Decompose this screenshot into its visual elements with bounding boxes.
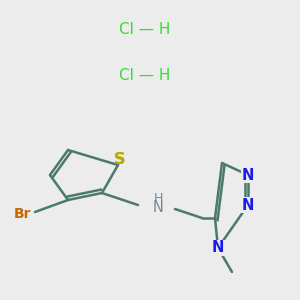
Text: N: N — [153, 200, 164, 214]
Text: N: N — [212, 241, 224, 256]
Text: Br: Br — [14, 207, 31, 221]
Text: Cl — H: Cl — H — [119, 68, 171, 82]
Text: S: S — [114, 152, 126, 166]
Text: H: H — [153, 193, 163, 206]
Text: S: S — [114, 152, 126, 166]
Text: N: N — [242, 197, 254, 212]
Text: N: N — [242, 167, 254, 182]
Text: Cl — H: Cl — H — [119, 22, 171, 38]
